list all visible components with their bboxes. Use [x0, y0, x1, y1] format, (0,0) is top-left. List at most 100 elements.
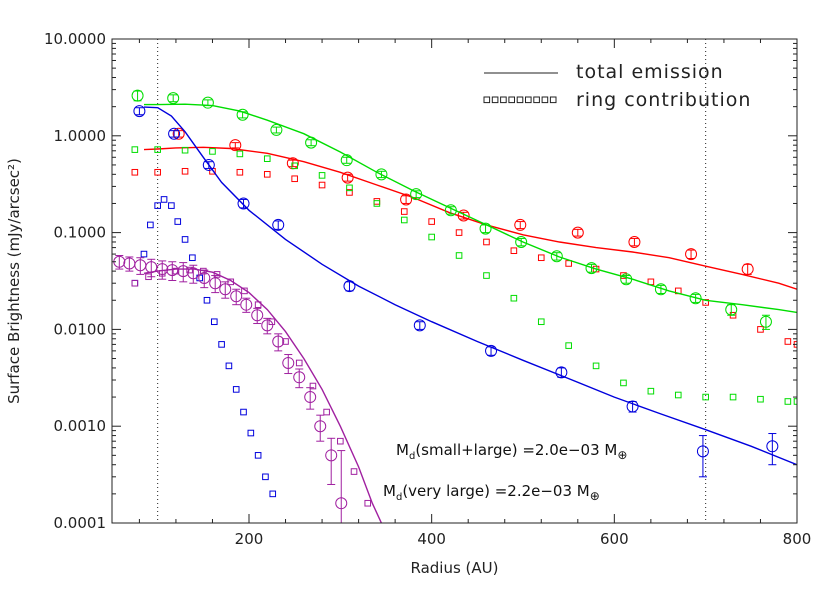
legend-squares-sample [483, 96, 557, 104]
series-1-ring-square-7 [318, 172, 326, 179]
series-2-observed-point-0 [133, 105, 146, 118]
series-1-observed-point-1 [167, 92, 180, 105]
legend-square-1 [491, 96, 499, 104]
series-2-ring-square-4 [160, 196, 168, 203]
series-3-observed-point-8 [198, 271, 211, 284]
series-3-ring-square-13 [309, 382, 317, 390]
y-tick-label-4: 1.0000 [54, 127, 107, 145]
series-2-observed-point-5 [343, 280, 356, 293]
series-1-ring-square-20 [674, 391, 682, 399]
series-1-observed-point-14 [620, 273, 633, 286]
series-2-observed-point-11 [766, 440, 779, 453]
series-2-ring-square-3 [154, 202, 161, 209]
y-tick-label-5: 10.0000 [44, 30, 106, 48]
series-1-ring-square-25 [793, 398, 797, 405]
series-3-total-emission-line [143, 268, 383, 523]
series-1-observed-point-4 [270, 123, 283, 136]
series-2-observed-point-1 [168, 127, 181, 140]
y-tick-label-0: 0.0001 [54, 514, 107, 532]
series-0-ring-square-9 [373, 198, 381, 205]
series-1-ring-square-22 [729, 393, 737, 401]
series-3-ring-square-10 [268, 318, 276, 326]
series-2-ring-square-5 [168, 202, 175, 209]
series-1-ring-square-21 [702, 393, 709, 401]
series-1-observed-point-15 [654, 283, 667, 296]
series-3-observed-point-7 [187, 267, 200, 280]
series-1 [131, 89, 797, 405]
series-1-observed-point-11 [515, 235, 528, 248]
series-2-ring-square-12 [218, 341, 225, 348]
legend-square-6 [533, 96, 540, 104]
series-3-observed-point-4 [156, 263, 169, 276]
series-2-ring-square-13 [225, 362, 233, 370]
series-3-ring-square-14 [323, 408, 330, 416]
series-0-ring-square-11 [428, 218, 435, 225]
series-1-ring-square-1 [154, 146, 161, 153]
series-2-observed-point-3 [237, 197, 250, 210]
series-1-ring-square-2 [181, 146, 189, 154]
x-tick-label-0: 200 [235, 530, 264, 548]
legend-square-8 [549, 96, 557, 104]
series-2-ring-square-0 [131, 279, 139, 287]
series-2 [131, 105, 797, 498]
series-3-observed-point-13 [251, 309, 264, 322]
annotation-dust-mass-small-large: Md(small+large) =2.0e−03 M⊕ [396, 441, 627, 462]
annotation-1-earth-symbol: ⊕ [617, 448, 627, 462]
series-0-observed-point-4 [400, 193, 413, 206]
series-2-ring-square-15 [240, 408, 247, 416]
x-tick-label-1: 400 [417, 530, 446, 548]
series-1-ring-square-18 [620, 379, 627, 387]
series-0-observed-point-1 [229, 139, 242, 152]
series-3-observed-point-9 [209, 277, 222, 290]
series-3-observed-point-17 [293, 371, 306, 384]
annotation-2-earth-symbol: ⊕ [590, 489, 600, 503]
legend-square-4 [516, 96, 524, 104]
series-1-ring-square-19 [647, 387, 655, 395]
legend-square-0 [483, 96, 491, 104]
series-0-ring-square-13 [483, 238, 490, 246]
y-tick-label-3: 0.1000 [54, 224, 107, 242]
series-3-ring-square-12 [295, 359, 303, 367]
legend-total-emission-label: total emission [576, 61, 724, 83]
series-0-ring-square-0 [131, 168, 139, 176]
series-3-observed-point-15 [272, 335, 285, 348]
annotation-dust-mass-very-large: Md(very large) =2.2e−03 M⊕ [383, 482, 600, 503]
series-1-observed-point-0 [131, 89, 144, 102]
series-1-ring-square-5 [263, 155, 271, 163]
series-1-ring-square-24 [784, 398, 792, 405]
plot-frame [111, 38, 798, 524]
series-1-ring-square-13 [483, 272, 490, 279]
x-tick-label-3: 800 [783, 530, 812, 548]
series-0-ring-square-10 [400, 208, 408, 215]
series-1-observed-point-16 [689, 292, 702, 305]
series-1-observed-point-10 [479, 222, 492, 235]
series-1-ring-square-15 [537, 318, 545, 326]
series-1-observed-point-7 [375, 168, 388, 181]
series-2-ring-square-6 [174, 218, 182, 225]
series-1-ring-square-4 [236, 150, 244, 158]
series-2-ring-square-2 [147, 221, 154, 229]
series-0-ring-square-5 [263, 171, 271, 178]
series-2-observed-point-8 [555, 366, 568, 379]
series-1-ring-square-11 [428, 233, 435, 241]
series-2-ring-square-10 [203, 296, 211, 304]
annotation-1-sub: d [409, 451, 415, 462]
series-2-observed-point-2 [202, 158, 215, 171]
series-1-observed-point-12 [550, 250, 563, 263]
series-0-ring-square-16 [565, 260, 572, 267]
series-0-ring-square-4 [236, 168, 244, 176]
series-2-ring-square-7 [181, 236, 189, 243]
series-2-ring-square-17 [254, 452, 262, 459]
series-3-observed-point-20 [325, 449, 338, 462]
annotation-1-m: M [396, 441, 409, 459]
series-1-observed-point-18 [759, 315, 772, 328]
series-1-observed-point-6 [340, 154, 353, 167]
y-tick-label-2: 0.0100 [54, 320, 107, 338]
series-2-ring-square-11 [210, 318, 218, 326]
series-0-ring-square-12 [455, 229, 463, 236]
series-0-observed-point-6 [514, 218, 527, 231]
series-3-observed-point-10 [219, 283, 232, 296]
series-3-ring-square-15 [337, 437, 344, 445]
legend-square-2 [500, 96, 507, 104]
